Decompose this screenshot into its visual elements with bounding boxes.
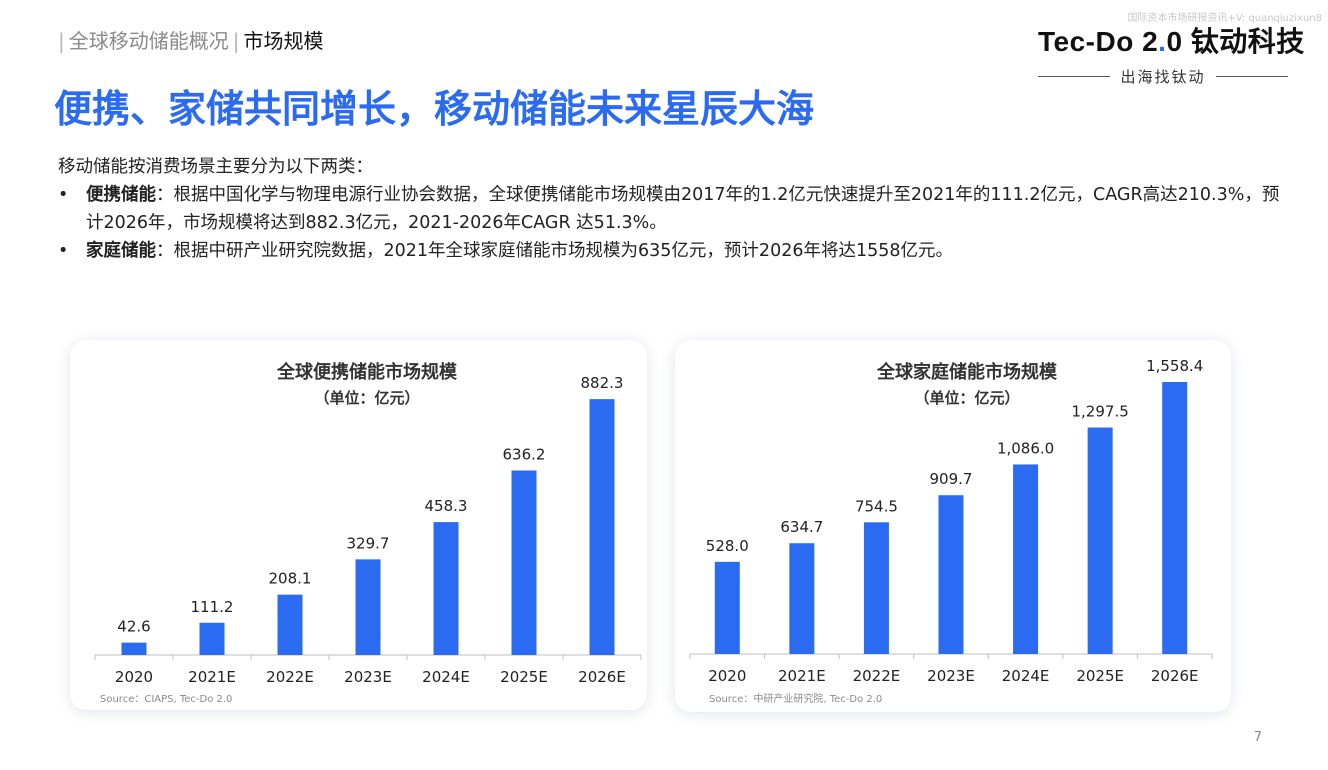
x-tick-label-2022E: 2022E [853, 667, 901, 685]
data-label-2024E: 1,086.0 [997, 439, 1054, 457]
page-headline: 便携、家储共同增长，移动储能未来星辰大海 [54, 87, 815, 131]
term-home: 家庭储能 [86, 241, 156, 261]
data-label-2022E: 754.5 [855, 497, 898, 515]
x-tick-label-2022E: 2022E [266, 668, 314, 686]
logo-text-pre: Tec-Do 2 [1038, 26, 1159, 57]
logo-wordmark: Tec-Do 2.0 钛动科技 [1038, 20, 1304, 60]
logo-slogan: 出海找钛动 [1120, 68, 1206, 86]
x-tick-label-2025E: 2025E [1076, 667, 1124, 685]
data-label-2023E: 329.7 [347, 534, 390, 552]
watermark: 国际资本市场研报资讯+V: quanqiuzixun8 [1127, 13, 1322, 24]
bar-2024E [1013, 464, 1039, 654]
home-storage-chart-card: 全球家庭储能市场规模 （单位：亿元） 528.0 2020 634.7 2021E 754.… [675, 340, 1231, 712]
data-label-2026E: 882.3 [581, 374, 624, 392]
x-tick-label-2024E: 2024E [1002, 667, 1050, 685]
data-label-2021E: 634.7 [780, 518, 823, 536]
intro-list: 便携储能：根据中国化学与物理电源行业协会数据，全球便携储能市场规模由2017年的… [58, 181, 1288, 265]
bar-2025E [511, 470, 537, 655]
logo-text-cn: 钛动科技 [1182, 26, 1305, 57]
bar-2022E [863, 522, 889, 654]
chart-title: 全球家庭储能市场规模 [876, 361, 1058, 383]
data-label-2020: 42.6 [117, 618, 150, 636]
data-label-2020: 528.0 [706, 537, 749, 555]
list-item-portable: 便携储能：根据中国化学与物理电源行业协会数据，全球便携储能市场规模由2017年的… [58, 181, 1288, 237]
chart-subtitle: （单位：亿元） [314, 389, 419, 407]
breadcrumb-divider: | [58, 29, 65, 53]
data-label-2022E: 208.1 [269, 570, 312, 588]
x-tick-label-2021E: 2021E [188, 668, 236, 686]
text-portable: ：根据中国化学与物理电源行业协会数据，全球便携储能市场规模由2017年的1.2亿… [86, 185, 1280, 233]
bar-2026E [1162, 381, 1188, 654]
intro-lead: 移动储能按消费场景主要分为以下两类： [58, 157, 373, 177]
slogan-line-left [1038, 76, 1111, 77]
slogan-line-right [1215, 76, 1288, 77]
chart-title: 全球便携储能市场规模 [276, 361, 458, 383]
x-tick-label-2021E: 2021E [778, 667, 826, 685]
data-label-2024E: 458.3 [425, 497, 468, 515]
bar-2021E [199, 622, 225, 655]
chart-source: Source：CIAPS, Tec-Do 2.0 [100, 694, 232, 705]
bar-2026E [589, 399, 615, 655]
bar-2023E [938, 495, 964, 654]
logo-text-post: 0 [1166, 26, 1183, 57]
brand-logo: Tec-Do 2.0 钛动科技 出海找钛动 [1038, 20, 1304, 87]
x-tick-label-2026E: 2026E [578, 668, 626, 686]
bar-2020 [121, 642, 147, 655]
bar-2021E [789, 543, 815, 654]
list-item-home: 家庭储能：根据中研产业研究院数据，2021年全球家庭储能市场规模为635亿元，预… [58, 237, 1288, 265]
logo-dot: . [1158, 26, 1167, 57]
x-tick-label-2020: 2020 [115, 668, 153, 686]
intro-text: 移动储能按消费场景主要分为以下两类： 便携储能：根据中国化学与物理电源行业协会数… [58, 153, 1288, 265]
portable-storage-bar-chart: 全球便携储能市场规模 （单位：亿元） 42.6 2020 111.2 2021E 208.1… [94, 361, 642, 705]
home-storage-bar-chart: 全球家庭储能市场规模 （单位：亿元） 528.0 2020 634.7 2021E 754.… [689, 357, 1213, 705]
data-label-2025E: 636.2 [503, 446, 546, 464]
breadcrumb-current: 市场规模 [243, 29, 324, 53]
text-home: ：根据中研产业研究院数据，2021年全球家庭储能市场规模为635亿元，预计202… [156, 241, 954, 261]
breadcrumb-section[interactable]: 全球移动储能概况 [68, 29, 229, 53]
term-portable: 便携储能 [86, 185, 156, 205]
chart-source: Source：中研产业研究院, Tec-Do 2.0 [709, 692, 882, 705]
data-label-2026E: 1,558.4 [1146, 357, 1203, 375]
x-tick-label-2026E: 2026E [1151, 667, 1199, 685]
breadcrumb: | 全球移动储能概况 | 市场规模 [54, 25, 324, 54]
portable-storage-chart-card: 全球便携储能市场规模 （单位：亿元） 42.6 2020 111.2 2021E 208.1… [70, 340, 647, 710]
bar-2020 [714, 561, 740, 654]
bar-2024E [433, 522, 459, 655]
bar-2023E [355, 559, 381, 655]
x-tick-label-2024E: 2024E [422, 668, 470, 686]
chart-subtitle: （单位：亿元） [914, 389, 1019, 407]
x-tick-label-2023E: 2023E [927, 667, 975, 685]
data-label-2021E: 111.2 [191, 598, 234, 616]
x-tick-label-2023E: 2023E [344, 668, 392, 686]
data-label-2023E: 909.7 [930, 470, 973, 488]
x-tick-label-2025E: 2025E [500, 668, 548, 686]
bar-2025E [1087, 427, 1113, 654]
x-tick-label-2020: 2020 [708, 667, 746, 685]
page-number: 7 [1253, 730, 1262, 745]
bar-2022E [277, 594, 303, 655]
data-label-2025E: 1,297.5 [1072, 403, 1129, 421]
breadcrumb-divider: | [232, 29, 240, 53]
logo-slogan-row: 出海找钛动 [1038, 66, 1288, 87]
